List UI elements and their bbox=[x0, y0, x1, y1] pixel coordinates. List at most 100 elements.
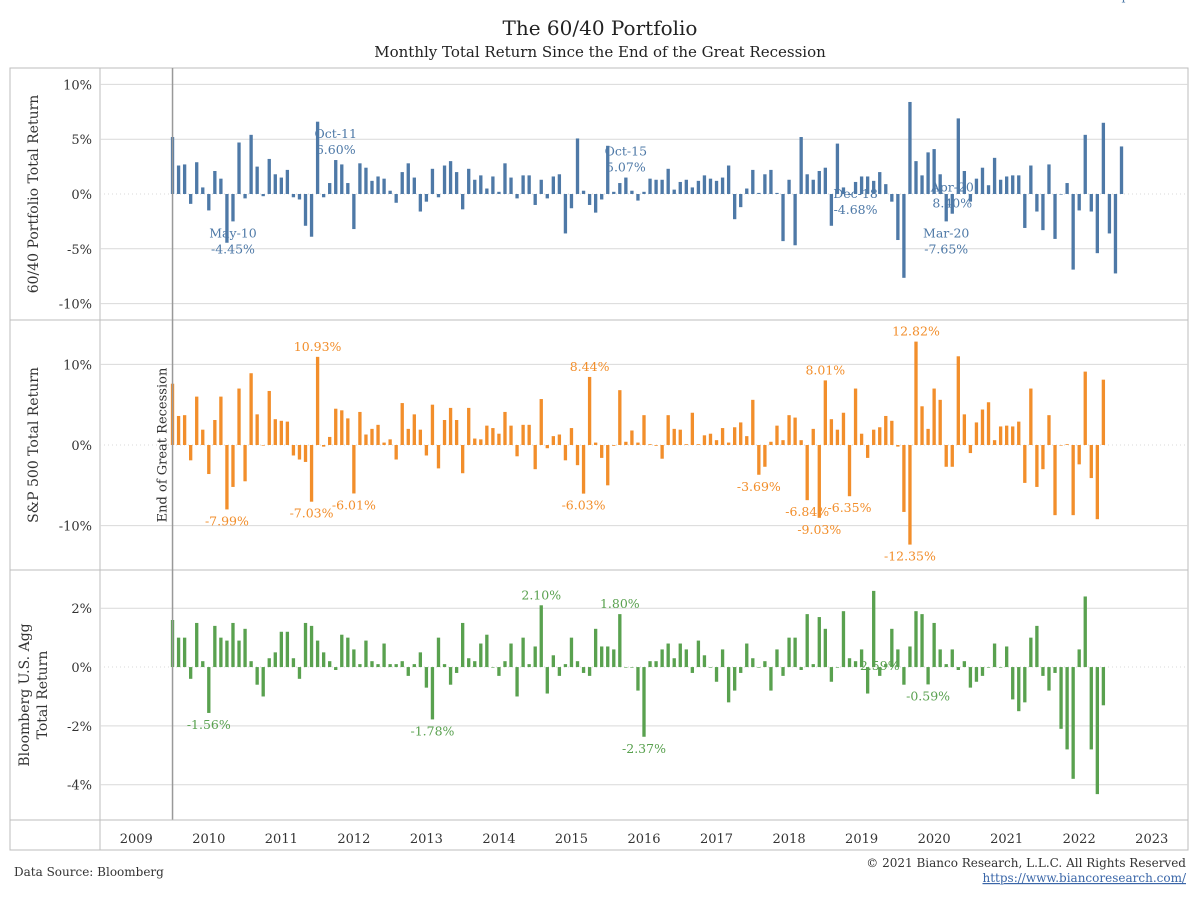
bar bbox=[303, 445, 308, 462]
bar bbox=[1023, 445, 1027, 483]
bar bbox=[938, 399, 942, 445]
data-label: -9.03% bbox=[797, 522, 841, 537]
bar bbox=[968, 667, 973, 688]
bar bbox=[878, 667, 882, 676]
bar bbox=[436, 194, 441, 198]
bar bbox=[896, 194, 900, 241]
data-label: 8.40% bbox=[932, 196, 972, 211]
bar bbox=[666, 168, 670, 194]
bar bbox=[847, 658, 852, 668]
bar bbox=[992, 440, 997, 445]
website-link[interactable]: https://www.biancoresearch.com/ bbox=[982, 871, 1186, 885]
bar bbox=[763, 661, 767, 668]
bar bbox=[1017, 421, 1021, 445]
bar bbox=[346, 183, 350, 194]
bar bbox=[781, 194, 785, 242]
bar bbox=[364, 434, 368, 445]
bar bbox=[448, 407, 453, 445]
bar bbox=[1113, 194, 1118, 274]
bar bbox=[581, 190, 586, 194]
bar bbox=[243, 445, 247, 482]
bar bbox=[859, 176, 864, 194]
bar bbox=[491, 667, 495, 668]
y-tick-label: 5% bbox=[71, 133, 92, 148]
bar bbox=[334, 408, 338, 445]
data-source: Data Source: Bloomberg bbox=[14, 865, 164, 879]
bar bbox=[829, 194, 834, 226]
x-tick-label: 2019 bbox=[845, 832, 878, 847]
bar bbox=[321, 194, 326, 198]
bar bbox=[720, 177, 725, 194]
bar bbox=[503, 163, 507, 194]
bar bbox=[648, 444, 652, 445]
data-label: -7.03% bbox=[290, 506, 334, 521]
bar bbox=[497, 433, 501, 445]
data-label: -2.37% bbox=[622, 741, 666, 756]
bar bbox=[521, 424, 525, 445]
bar bbox=[1005, 646, 1009, 668]
bar bbox=[1083, 134, 1087, 194]
bar bbox=[630, 190, 634, 194]
bar bbox=[340, 634, 344, 668]
bar bbox=[285, 631, 290, 668]
bar bbox=[642, 667, 646, 737]
panels-group: 10% 5% 0% -5% -10% 60/40 Portfolio Total Retu… bbox=[9, 0, 1189, 821]
bar bbox=[442, 165, 447, 194]
bar bbox=[249, 661, 253, 668]
bar bbox=[624, 177, 628, 194]
bar bbox=[660, 179, 664, 194]
y-tick-label: 10% bbox=[63, 358, 92, 373]
bar bbox=[551, 176, 555, 194]
bar bbox=[267, 658, 271, 668]
bar bbox=[1095, 667, 1099, 795]
bar bbox=[654, 445, 658, 446]
bar bbox=[787, 415, 791, 445]
bar bbox=[787, 179, 791, 194]
y-axis-label: Bloomberg U.S. Agg bbox=[17, 623, 33, 766]
bar bbox=[309, 625, 314, 668]
bar bbox=[515, 445, 519, 457]
bar bbox=[986, 185, 991, 194]
bar bbox=[696, 444, 701, 445]
bar bbox=[328, 183, 332, 194]
bar bbox=[733, 194, 737, 220]
bar bbox=[690, 412, 695, 445]
bar bbox=[334, 160, 338, 194]
bar bbox=[1077, 649, 1081, 668]
data-label: -6.84% bbox=[785, 504, 829, 519]
bar bbox=[551, 436, 555, 445]
bar bbox=[243, 194, 247, 199]
bar bbox=[527, 424, 531, 445]
bar bbox=[406, 428, 410, 445]
bar bbox=[376, 176, 380, 194]
bar bbox=[1011, 426, 1015, 445]
bar bbox=[249, 134, 253, 194]
bar bbox=[1023, 667, 1027, 703]
bar bbox=[865, 176, 870, 194]
data-label: -1.56% bbox=[187, 717, 231, 732]
bar bbox=[914, 341, 918, 445]
bar bbox=[176, 165, 181, 194]
bar bbox=[533, 445, 537, 470]
x-tick-label: 2012 bbox=[337, 832, 370, 847]
bar bbox=[515, 667, 519, 697]
y-axis-label: S&P 500 Total Return bbox=[26, 367, 42, 523]
bar bbox=[1077, 194, 1081, 211]
bar bbox=[593, 628, 598, 668]
bar bbox=[569, 637, 574, 668]
bar bbox=[726, 442, 731, 445]
bar bbox=[660, 649, 664, 668]
bar bbox=[394, 664, 398, 668]
bar bbox=[678, 181, 682, 194]
bar bbox=[751, 658, 755, 668]
bar bbox=[853, 181, 858, 194]
bar bbox=[189, 194, 193, 204]
bar bbox=[600, 194, 604, 200]
x-tick-label: 2021 bbox=[990, 832, 1023, 847]
bar bbox=[491, 176, 495, 194]
bar bbox=[255, 667, 259, 685]
bar bbox=[630, 430, 634, 445]
chart-subtitle: Monthly Total Return Since the End of th… bbox=[374, 43, 826, 61]
bar bbox=[793, 417, 797, 445]
x-tick-label: 2023 bbox=[1135, 832, 1168, 847]
